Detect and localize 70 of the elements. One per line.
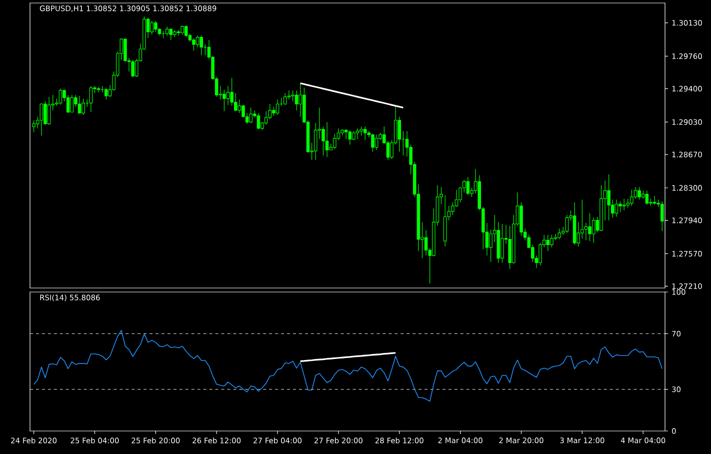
candlestick [291,90,294,102]
candlestick [546,234,550,252]
candlestick [588,212,592,242]
candlestick [607,174,610,221]
candlestick [40,102,44,136]
candlestick [154,20,158,32]
candlestick [626,198,630,208]
candlestick [200,35,203,56]
candlestick [234,92,238,112]
candlestick [82,98,85,116]
candlestick [180,25,184,35]
candlestick [360,126,363,136]
candlestick [268,104,272,120]
candlestick [660,201,664,232]
candlestick [249,107,253,124]
candlestick [371,133,374,152]
candlestick [222,89,226,112]
candlestick [325,122,329,158]
candlestick [618,201,622,213]
candlestick [344,128,348,140]
candlestick [256,112,260,130]
candlestick [131,60,134,78]
candlestick [645,190,649,206]
candlestick [96,86,100,93]
candlestick [614,199,618,218]
candlestick [176,30,180,36]
candlestick [592,217,596,244]
candlestick [638,186,641,200]
candlestick [184,25,188,38]
candlestick [508,225,512,270]
candlestick [652,196,656,206]
candlestick [565,214,569,234]
candlestick [104,87,108,100]
candlestick [192,38,196,52]
candlestick [226,86,230,106]
candlestick [169,28,173,40]
candlestick [630,189,634,206]
candlestick [622,198,626,211]
candlestick [500,224,504,264]
candlestick [398,116,402,152]
candlestick [356,128,360,140]
candlestick [165,26,169,36]
candlestick [238,99,242,114]
candlestick [558,228,561,240]
candlestick [150,20,154,35]
candlestick [374,134,378,150]
candlestick [47,96,51,126]
candlestick [550,234,554,248]
candlestick [424,230,428,256]
candlestick [32,120,36,132]
candlestick [230,78,234,106]
candlestick [70,94,74,112]
candlestick [538,242,542,266]
candlestick [454,189,458,208]
candlestick [78,96,82,114]
candlestick [489,229,492,262]
candlestick [284,92,287,106]
candlestick [89,86,93,112]
candlestick [466,176,470,196]
candlestick [322,126,325,156]
candlestick [363,126,367,140]
candlestick [58,88,62,106]
candlestick [196,35,200,48]
candlestick [352,130,356,140]
candlestick [294,90,298,111]
candlestick [276,99,280,116]
candlestick [272,106,276,116]
candlestick [580,199,584,239]
candlestick [348,130,352,145]
line-series [300,352,396,362]
